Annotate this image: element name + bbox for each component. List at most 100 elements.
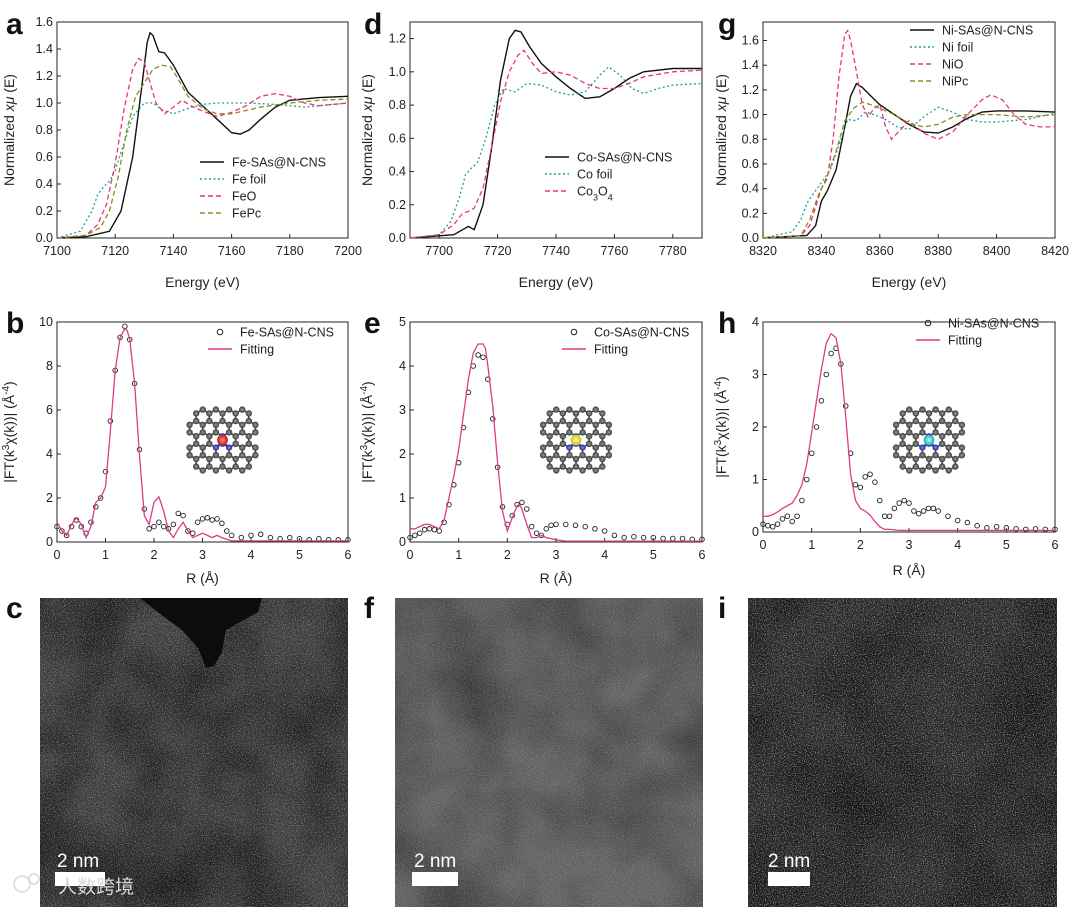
y-tick-label: 1.0 bbox=[36, 96, 53, 110]
carbon-atom bbox=[553, 429, 560, 436]
data-point bbox=[631, 533, 637, 540]
x-tick-label: 8340 bbox=[807, 244, 835, 258]
carbon-atom bbox=[925, 455, 933, 463]
data-point bbox=[774, 521, 781, 527]
data-point bbox=[199, 516, 206, 522]
carbon-atom bbox=[539, 444, 547, 451]
data-point bbox=[533, 530, 540, 536]
y-tick-label: 3 bbox=[399, 403, 406, 417]
carbon-atom bbox=[186, 452, 193, 459]
data-point bbox=[582, 523, 588, 530]
data-point bbox=[553, 521, 559, 528]
carbon-atom bbox=[199, 429, 206, 436]
data-point bbox=[475, 352, 481, 358]
carbon-atom bbox=[919, 452, 926, 459]
stem-image-c: 2 nm 人数跨境 bbox=[13, 598, 348, 907]
data-point bbox=[1042, 526, 1049, 533]
carbon-atom bbox=[906, 452, 913, 459]
nitrogen-atom bbox=[212, 444, 220, 451]
y-tick-label: 0.4 bbox=[36, 177, 53, 191]
y-tick-label: 0.0 bbox=[742, 231, 759, 245]
x-tick-label: 7760 bbox=[600, 244, 628, 258]
carbon-atom bbox=[232, 410, 239, 417]
carbon-atom bbox=[945, 444, 952, 451]
carbon-atom bbox=[239, 444, 246, 451]
series-line-co-sas-n-cns bbox=[409, 29, 702, 239]
carbon-atom bbox=[232, 463, 239, 470]
nitrogen-atom bbox=[932, 444, 939, 451]
carbon-atom bbox=[912, 417, 920, 425]
series-line-fitting bbox=[410, 343, 702, 542]
carbon-atom bbox=[192, 463, 200, 470]
data-point bbox=[1023, 526, 1029, 533]
data-point bbox=[446, 501, 452, 508]
carbon-atom bbox=[592, 452, 599, 459]
series-line-fitting bbox=[56, 327, 348, 542]
carbon-atom bbox=[925, 463, 933, 470]
data-point bbox=[528, 523, 535, 530]
x-tick-label: 8420 bbox=[1041, 244, 1069, 258]
carbon-atom bbox=[566, 429, 573, 436]
carbon-atom bbox=[892, 421, 900, 428]
legend-label: NiO bbox=[942, 58, 964, 72]
legend-label: FeO bbox=[232, 190, 257, 204]
x-tick-label: 7720 bbox=[484, 244, 512, 258]
data-point bbox=[538, 532, 545, 539]
data-point bbox=[650, 534, 657, 541]
x-tick-label: 1 bbox=[102, 548, 109, 562]
data-point bbox=[872, 479, 878, 485]
carbon-atom bbox=[553, 421, 560, 428]
carbon-atom bbox=[199, 421, 206, 428]
data-point bbox=[194, 519, 201, 525]
x-tick-label: 1 bbox=[455, 548, 462, 562]
data-point bbox=[180, 512, 186, 519]
x-tick-label: 0 bbox=[407, 548, 414, 562]
series-line-ni-foil bbox=[762, 106, 1056, 239]
y-tick-label: 1 bbox=[752, 473, 759, 487]
chart-e: 0 1 2 3 4 5 6 0 1 2 3 4 5 R (Å) |FT(k3χ(k))| (Å-4) Co-S… bbox=[359, 315, 706, 586]
carbon-atom bbox=[566, 467, 573, 474]
carbon-atom bbox=[906, 421, 913, 428]
x-tick-label: 6 bbox=[345, 548, 352, 562]
structure-inset bbox=[892, 406, 966, 474]
carbon-atom bbox=[553, 406, 560, 413]
carbon-atom bbox=[225, 452, 233, 459]
carbon-atom bbox=[585, 455, 593, 463]
data-point bbox=[489, 416, 496, 422]
scale-bar bbox=[412, 872, 458, 886]
y-tick-label: 6 bbox=[46, 403, 53, 417]
carbon-atom bbox=[932, 421, 939, 428]
stem-image-i: 2 nm bbox=[748, 598, 1057, 907]
series-line-feo bbox=[56, 57, 349, 239]
data-point bbox=[813, 424, 820, 430]
y-tick-label: 1.4 bbox=[742, 58, 759, 72]
series-line-co-foil bbox=[409, 66, 703, 239]
series-line-co3o4 bbox=[409, 49, 703, 239]
carbon-atom bbox=[579, 421, 586, 428]
data-point bbox=[954, 517, 961, 524]
carbon-atom bbox=[252, 444, 259, 451]
y-tick-label: 0.6 bbox=[389, 131, 406, 145]
carbon-atom bbox=[539, 452, 547, 459]
legend-label: Fe-SAs@N-CNS bbox=[240, 326, 334, 340]
carbon-atom bbox=[245, 433, 253, 440]
carbon-atom bbox=[206, 440, 213, 447]
carbon-atom bbox=[232, 440, 239, 447]
y-tick-label: 0.6 bbox=[36, 150, 53, 164]
plots: 7100 7120 7140 7160 7180 7200 0.0 0.2 0.4 0.6 0.8 1… bbox=[1, 15, 1069, 586]
watermark-text: 人数跨境 bbox=[58, 876, 134, 898]
carbon-atom bbox=[546, 455, 553, 463]
y-tick-label: 0 bbox=[752, 525, 759, 539]
carbon-atom bbox=[199, 444, 206, 451]
carbon-atom bbox=[599, 433, 606, 440]
data-point bbox=[543, 526, 550, 532]
carbon-atom bbox=[579, 467, 586, 474]
x-tick-label: 7700 bbox=[425, 244, 453, 258]
x-tick-label: 6 bbox=[699, 548, 706, 562]
nitrogen-atom bbox=[579, 444, 586, 451]
data-point bbox=[920, 508, 927, 514]
carbon-atom bbox=[239, 421, 246, 428]
series-line-nio bbox=[762, 29, 1055, 239]
carbon-atom bbox=[579, 406, 586, 413]
chart-h: 0 1 2 3 4 5 6 0 1 2 3 4 R (Å) |FT(k3χ(k))| (Å-4) Ni-SA… bbox=[713, 315, 1059, 578]
